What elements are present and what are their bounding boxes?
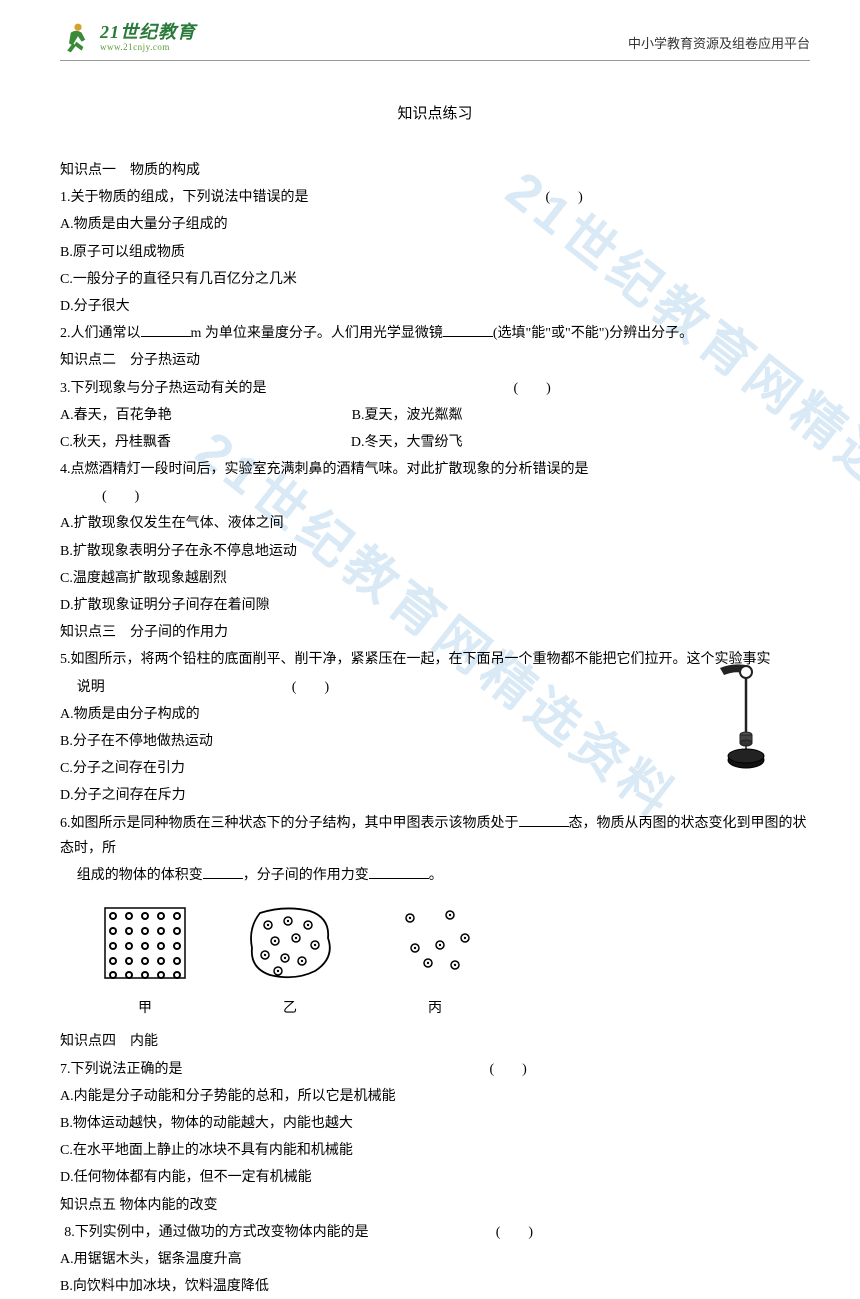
logo-text: 21世纪教育	[100, 23, 196, 43]
figure-row: 甲 乙	[100, 903, 810, 1021]
option-row: A.春天，百花争艳 B.夏天，波光粼粼	[60, 403, 810, 428]
question-stem: 2.人们通常以 m 为单位来量度分子。人们用光学显微镜 (选填"能"或"不能")分辨…	[60, 321, 810, 346]
question-stem: 5.如图所示，将两个铅柱的底面削平、削干净，紧紧压在一起，在下面吊一个重物都不能…	[60, 647, 810, 672]
page-title: 知识点练习	[60, 101, 810, 128]
question-text: 1.关于物质的组成，下列说法中错误的是	[60, 190, 309, 205]
question-stem: 7.下列说法正确的是 ( )	[60, 1057, 810, 1082]
question-text: 7.下列说法正确的是	[60, 1062, 183, 1077]
runner-icon	[60, 20, 96, 56]
logo: 21世纪教育 www.21cnjy.com	[60, 20, 196, 56]
question-stem: 8.下列实例中，通过做功的方式改变物体内能的是 ( )	[60, 1220, 810, 1245]
option: D.分子很大	[60, 294, 810, 319]
answer-blank: ( )	[496, 1225, 533, 1240]
option: C.温度越高扩散现象越剧烈	[60, 566, 810, 591]
figure-jia: 甲	[100, 903, 190, 1021]
question-stem: 1.关于物质的组成，下列说法中错误的是 ( )	[60, 185, 810, 210]
option: D.扩散现象证明分子间存在着间隙	[60, 593, 810, 618]
text-fragment: 组成的物体的体积变	[77, 868, 203, 883]
option-row: C.秋天，丹桂飘香 D.冬天，大雪纷飞	[60, 430, 810, 455]
option: A.物质是由大量分子组成的	[60, 212, 810, 237]
option: A.物质是由分子构成的	[60, 702, 810, 727]
option: D.分子之间存在斥力	[60, 783, 810, 808]
option: A.春天，百花争艳	[60, 403, 172, 428]
option: B.分子在不停地做热运动	[60, 729, 810, 754]
question-stem: 4.点燃酒精灯一段时间后，实验室充满刺鼻的酒精气味。对此扩散现象的分析错误的是	[60, 457, 810, 482]
figure-label: 甲	[100, 996, 190, 1021]
option: B.原子可以组成物质	[60, 240, 810, 265]
section-heading: 知识点一 物质的构成	[60, 158, 810, 183]
section-heading: 知识点五 物体内能的改变	[60, 1193, 810, 1218]
text-fragment: (选填"能"或"不能")分辨出分子。	[493, 326, 693, 341]
option: C.秋天，丹桂飘香	[60, 430, 171, 455]
question-stem: 6.如图所示是同种物质在三种状态下的分子结构，其中甲图表示该物质处于态，物质从丙…	[60, 811, 810, 861]
answer-blank: ( )	[546, 190, 583, 205]
figure-yi: 乙	[240, 903, 340, 1021]
fill-blank	[141, 323, 191, 337]
text-fragment: ，分子间的作用力变	[243, 868, 369, 883]
option: B.向饮料中加冰块，饮料温度降低	[60, 1274, 810, 1299]
fill-blank	[369, 865, 429, 879]
section-heading: 知识点三 分子间的作用力	[60, 620, 810, 645]
answer-blank: ( )	[514, 381, 551, 396]
figure-label: 乙	[240, 996, 340, 1021]
text-fragment: 说明	[77, 680, 105, 695]
option: A.用锯锯木头，锯条温度升高	[60, 1247, 810, 1272]
text-fragment: 6.如图所示是同种物质在三种状态下的分子结构，其中甲图表示该物质处于	[60, 816, 519, 831]
text-fragment: 。	[429, 868, 443, 883]
figure-label: 丙	[390, 996, 480, 1021]
question-text: 3.下列现象与分子热运动有关的是	[60, 381, 267, 396]
text-fragment: m 为单位来量度分子。人们用光学显微镜	[191, 326, 443, 341]
fill-blank	[443, 323, 493, 337]
fill-blank	[203, 865, 243, 879]
option: C.一般分子的直径只有几百亿分之几米	[60, 267, 810, 292]
question-stem: 3.下列现象与分子热运动有关的是 ( )	[60, 376, 810, 401]
option: B.物体运动越快，物体的动能越大，内能也越大	[60, 1111, 810, 1136]
option: A.内能是分子动能和分子势能的总和，所以它是机械能	[60, 1084, 810, 1109]
option: C.分子之间存在引力	[60, 756, 810, 781]
question-cont: 组成的物体的体积变 ，分子间的作用力变 。	[60, 863, 810, 888]
section-heading: 知识点二 分子热运动	[60, 348, 810, 373]
fill-blank	[519, 813, 569, 827]
logo-url: www.21cnjy.com	[100, 43, 196, 53]
question-cont: 说明 ( )	[60, 675, 810, 700]
section-heading: 知识点四 内能	[60, 1029, 810, 1054]
document-body: 知识点一 物质的构成 1.关于物质的组成，下列说法中错误的是 ( ) A.物质是…	[60, 158, 810, 1299]
option: B.夏天，波光粼粼	[352, 403, 463, 428]
answer-blank-line: ( )	[60, 484, 810, 509]
option: C.在水平地面上静止的冰块不具有内能和机械能	[60, 1138, 810, 1163]
option: B.扩散现象表明分子在永不停息地运动	[60, 539, 810, 564]
answer-blank: ( )	[490, 1062, 527, 1077]
option: D.任何物体都有内能，但不一定有机械能	[60, 1165, 810, 1190]
answer-blank: ( )	[292, 680, 329, 695]
figure-bing: 丙	[390, 903, 480, 1021]
option: A.扩散现象仅发生在气体、液体之间	[60, 511, 810, 536]
text-fragment: 2.人们通常以	[60, 326, 141, 341]
page-header: 21世纪教育 www.21cnjy.com 中小学教育资源及组卷应用平台	[60, 20, 810, 61]
question-text: 8.下列实例中，通过做功的方式改变物体内能的是	[64, 1225, 369, 1240]
option: D.冬天，大雪纷飞	[351, 430, 463, 455]
header-right-text: 中小学教育资源及组卷应用平台	[628, 20, 810, 55]
